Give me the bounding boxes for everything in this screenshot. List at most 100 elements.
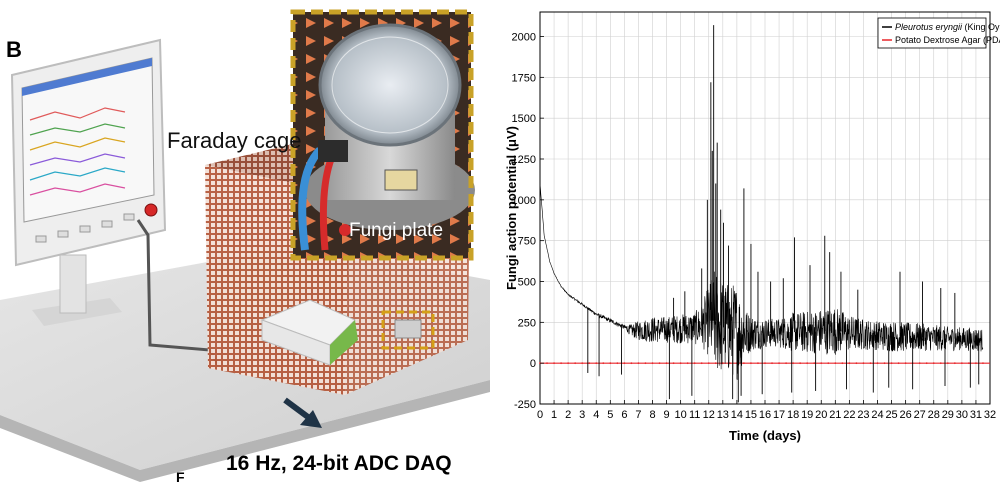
- series-pda-point: [820, 362, 823, 365]
- inset-border: [290, 9, 474, 261]
- series-pda-point: [609, 362, 612, 365]
- x-tick-label: 18: [787, 409, 799, 421]
- x-tick-label: 16: [759, 409, 771, 421]
- x-tick-label: 6: [621, 409, 627, 421]
- setup-illustration: B Faraday cage Fungi plate 16 Hz, 24-bit…: [0, 0, 490, 485]
- x-tick-label: 17: [773, 409, 785, 421]
- series-pda-point: [960, 362, 963, 365]
- series-pda-point: [869, 362, 872, 365]
- x-tick-label: 19: [801, 409, 813, 421]
- y-tick-label: -250: [514, 399, 536, 411]
- x-tick-label: 13: [717, 409, 729, 421]
- x-tick-label: 22: [843, 409, 855, 421]
- cropped-letter: F: [176, 469, 185, 482]
- series-pda-point: [876, 362, 879, 365]
- y-tick-label: 250: [518, 317, 536, 329]
- chart-legend: Pleurotus eryngii (King Oyster) Potato D…: [877, 17, 1000, 49]
- y-tick-label: 500: [518, 277, 536, 289]
- x-tick-label: 26: [900, 409, 912, 421]
- series-pda-point: [883, 362, 886, 365]
- x-tick-label: 32: [984, 409, 996, 421]
- series-pda-point: [946, 362, 949, 365]
- series-king-oyster-trace: [539, 183, 984, 380]
- series-pda-point: [799, 362, 802, 365]
- series-pda-point: [757, 362, 759, 365]
- series-pda-point: [546, 362, 548, 365]
- fungi-plate-label: Fungi plate: [349, 220, 443, 241]
- series-pda-point: [588, 362, 591, 365]
- legend-label-common: (King Oyster): [962, 22, 1000, 32]
- series-pda-point: [939, 362, 942, 365]
- x-tick-label: 5: [607, 409, 613, 421]
- legend-box: [877, 17, 987, 49]
- series-pda-point: [686, 362, 689, 365]
- series-layer: [539, 25, 990, 403]
- series-pda-point: [806, 362, 809, 365]
- x-tick-label: 8: [649, 409, 655, 421]
- series-pda-point: [665, 362, 668, 365]
- series-pda-point: [672, 362, 675, 365]
- x-tick-label: 4: [593, 409, 599, 421]
- y-tick-label: 1750: [512, 72, 536, 84]
- x-tick-label: 24: [871, 409, 883, 421]
- series-pda-point: [616, 362, 619, 365]
- x-tick-label: 23: [857, 409, 869, 421]
- monitor-neck: [59, 254, 87, 314]
- y-tick-label: 1000: [512, 195, 536, 207]
- x-tick-label: 20: [815, 409, 827, 421]
- x-tick-label: 3: [579, 409, 585, 421]
- faraday-cage-label: Faraday cage: [167, 128, 302, 153]
- x-tick-label: 9: [664, 409, 670, 421]
- series-pda-point: [968, 362, 970, 365]
- x-tick-label: 31: [970, 409, 982, 421]
- series-pda-point: [848, 362, 851, 365]
- series-pda-point: [651, 362, 654, 365]
- legend-label-king-oyster: Pleurotus eryngii (King Oyster): [895, 22, 1000, 32]
- series-pda-point: [918, 362, 921, 365]
- series-pda-point: [897, 362, 900, 365]
- setup-drawing: B Faraday cage Fungi plate 16 Hz, 24-bit…: [0, 9, 490, 485]
- action-potential-chart: 0 1 2 3 4 5 6 7 8 9 10 11 12 13 14 15 16 17 18 19 20 21 22 23 24…: [504, 11, 1000, 443]
- monitor: [10, 38, 167, 267]
- series-pda-point: [574, 362, 577, 365]
- y-tick-label: 1500: [512, 113, 536, 125]
- series-pda-point: [714, 362, 717, 365]
- series-pda-point: [637, 362, 640, 365]
- series-pda-point: [728, 362, 731, 365]
- series-pda-point: [925, 362, 928, 365]
- chart-grid: [539, 12, 991, 405]
- x-tick-label: 15: [745, 409, 757, 421]
- series-pda-point: [658, 362, 661, 365]
- x-tick-label: 28: [928, 409, 940, 421]
- series-pda-point: [982, 362, 984, 365]
- series-pda-point: [560, 362, 562, 365]
- x-tick-label: 7: [635, 409, 641, 421]
- y-tick-label: 750: [518, 236, 536, 248]
- series-pda-point: [700, 362, 703, 365]
- series-pda-point: [792, 362, 795, 365]
- x-tick-label: 21: [829, 409, 841, 421]
- series-pda-point: [855, 362, 858, 365]
- series-pda-point: [778, 362, 780, 365]
- x-tick-label: 27: [914, 409, 926, 421]
- series-pda-point: [581, 362, 584, 365]
- inset-fungi-plate: [290, 9, 475, 261]
- x-tick-label: 12: [703, 409, 715, 421]
- x-tick-label: 30: [956, 409, 968, 421]
- series-pda-point: [771, 362, 773, 365]
- series-pda-point: [750, 362, 752, 365]
- cage-highlight-box: [381, 310, 435, 350]
- legend-label-pda: Potato Dextrose Agar (PDA): [895, 35, 1000, 45]
- series-pda-point: [602, 362, 605, 365]
- x-tick-label: 11: [689, 409, 700, 421]
- series-pda-point: [953, 362, 956, 365]
- daq-label: 16 Hz, 24-bit ADC DAQ: [226, 452, 452, 475]
- x-tick-label: 10: [675, 409, 687, 421]
- series-pda-point: [644, 362, 647, 365]
- x-tick-label: 25: [885, 409, 897, 421]
- series-pda-point: [834, 362, 837, 365]
- series-pda-point: [975, 362, 977, 365]
- series-pda-point: [813, 362, 816, 365]
- tick-labels: 0 1 2 3 4 5 6 7 8 9 10 11 12 13 14 15 16 17 18 19 20 21 22 23 24…: [512, 32, 997, 422]
- y-tick-label: 1250: [512, 154, 536, 166]
